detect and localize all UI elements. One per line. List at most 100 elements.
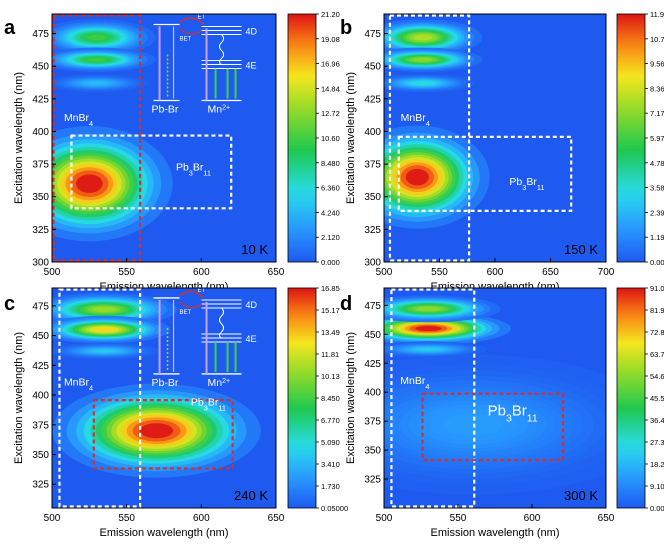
panel-c-colorbar-label-2: 3.410 xyxy=(321,460,340,469)
panel-d-colorbar-label-6: 54.60 xyxy=(650,372,664,381)
panel-b-peak-2 xyxy=(384,47,483,72)
panel-c-colorbar-label-4: 6.770 xyxy=(321,416,340,425)
panel-c-colorbar-label-6: 10.13 xyxy=(321,372,340,381)
panel-a-inset-bet-label: BET xyxy=(180,37,192,43)
panel-a-dashed-box-0 xyxy=(52,14,142,262)
panel-a-y-tick-label-5: 425 xyxy=(32,94,49,105)
panel-b-y-tick-label-1: 325 xyxy=(364,225,381,236)
panel-c-colorbar-label-8: 13.49 xyxy=(321,328,340,337)
panel-c-colorbar: 0.05000 1.730 3.410 5.090 6.770 8.450 10.13 11.… xyxy=(287,284,348,513)
panel-c-temperature-label: 240 K xyxy=(234,488,268,503)
panel-a-colorbar-label-3: 6.360 xyxy=(321,184,340,193)
panel-a-region-label-0: MnBr4 xyxy=(64,112,93,128)
panel-a-x-tick-label-1: 550 xyxy=(118,267,135,278)
panel-b-y-tick-label-0: 300 xyxy=(364,258,381,269)
panel-b-y-tick-label-4: 400 xyxy=(364,127,381,138)
panel-b-x-tick-label-1: 550 xyxy=(431,267,448,278)
panel-d-temperature-label: 300 K xyxy=(564,488,598,503)
panel-a-colorbar-label-7: 14.84 xyxy=(321,84,340,93)
panel-a-colorbar: 0.000 2.120 4.240 6.360 8.480 10.60 12.72 14.84… xyxy=(287,10,340,267)
panel-c-x-tick-label-3: 650 xyxy=(268,513,285,524)
panel-a: MnBr4 Pb3Br11 Pb-Br 4D 4E Mn2+ ET BET 10 K 500 550… xyxy=(4,10,340,293)
panel-a-energy-diagram: Pb-Br 4D 4E Mn2+ ET BET xyxy=(152,15,258,116)
panel-b-heatmap: MnBr4 Pb3Br11 xyxy=(384,14,606,262)
panel-d-x-tick-label-0: 500 xyxy=(376,513,393,524)
panel-a-axes-frame xyxy=(51,13,277,263)
panel-d-y-tick-label-0: 325 xyxy=(364,475,381,486)
panel-b-colorbar-label-6: 7.170 xyxy=(650,109,664,118)
panel-a-y-tick-label-6: 450 xyxy=(32,62,49,73)
panel-a-peak-3 xyxy=(52,74,149,93)
panel-d-y-tick-label-1: 350 xyxy=(364,446,381,457)
panel-c-y-tick-label-4: 425 xyxy=(32,361,49,372)
panel-c-colorbar-label-9: 15.17 xyxy=(321,306,340,315)
panel-b-colorbar-label-7: 8.365 xyxy=(650,84,664,93)
panel-a-dashed-box-1 xyxy=(70,134,233,210)
panel-d: MnBr4 Pb3Br11 300 K 500 550 600 650 325 350 375 40… xyxy=(340,284,664,539)
panel-b-colorbar-bar xyxy=(616,13,646,263)
panel-d-y-tick-label-6: 475 xyxy=(364,301,381,312)
panel-a-peak-1 xyxy=(52,19,156,56)
panel-d-colorbar-label-8: 72.80 xyxy=(650,328,664,337)
panel-b-y-tick-label-5: 425 xyxy=(364,94,381,105)
panel-d-x-axis-label: Emission wavelength (nm) xyxy=(431,527,560,539)
panel-c-inset-mn-label: Mn2+ xyxy=(208,377,231,389)
panel-b-colorbar-label-3: 3.585 xyxy=(650,184,664,193)
panel-c-colorbar-label-0: 0.05000 xyxy=(321,504,348,513)
panel-d-letter: d xyxy=(340,293,352,315)
panel-a-x-tick-label-2: 600 xyxy=(193,267,210,278)
panel-c-letter: c xyxy=(4,293,15,315)
panel-d-region-label-0: MnBr4 xyxy=(400,375,429,391)
panel-b: MnBr4 Pb3Br11 150 K 500 550 600 650 700 300 325 35… xyxy=(340,10,664,293)
panel-d-y-tick-label-3: 400 xyxy=(364,388,381,399)
panel-c-y-tick-label-2: 375 xyxy=(32,420,49,431)
panel-d-colorbar-label-9: 81.90 xyxy=(650,306,664,315)
panel-a-colorbar-label-9: 19.08 xyxy=(321,35,340,44)
panel-a-y-tick-label-1: 325 xyxy=(32,225,49,236)
panel-d-colorbar-label-10: 91.00 xyxy=(650,284,664,293)
panel-b-letter: b xyxy=(340,17,352,39)
panel-b-colorbar: 0.000 1.195 2.390 3.585 4.780 5.975 7.170 8.365… xyxy=(616,10,664,267)
panel-c-y-tick-label-6: 475 xyxy=(32,301,49,312)
panel-b-peak-1 xyxy=(384,19,483,56)
panel-a-x-tick-label-3: 650 xyxy=(268,267,285,278)
panel-a-inset-mn-label: Mn2+ xyxy=(208,104,231,116)
panel-c-colorbar-label-5: 8.450 xyxy=(321,394,340,403)
panel-b-region-label-0: MnBr4 xyxy=(401,112,430,128)
panel-a-peak-2 xyxy=(52,47,156,72)
panel-c: MnBr4 Pb3Br11 Pb-Br 4D 4E Mn2+ ET BET 240 K 500 55… xyxy=(4,284,348,539)
panel-a-colorbar-label-4: 8.480 xyxy=(321,159,340,168)
panel-c-peak-3 xyxy=(52,342,160,360)
panel-c-axes-frame xyxy=(51,287,277,509)
panel-b-temperature-label: 150 K xyxy=(564,242,598,257)
panel-d-peak-0 xyxy=(384,312,512,345)
panel-b-colorbar-label-5: 5.975 xyxy=(650,134,664,143)
panel-a-peak-0 xyxy=(52,125,173,242)
panel-c-x-tick-label-1: 550 xyxy=(118,513,135,524)
panel-a-colorbar-label-8: 16.96 xyxy=(321,60,340,69)
panel-c-peak-2 xyxy=(52,315,171,344)
panel-c-energy-diagram: Pb-Br 4D 4E Mn2+ ET BET xyxy=(152,288,258,389)
panel-b-x-tick-label-3: 650 xyxy=(542,267,559,278)
panel-a-y-tick-label-7: 475 xyxy=(32,29,49,40)
panel-a-colorbar-label-10: 21.20 xyxy=(321,10,340,19)
panel-b-x-tick-label-0: 500 xyxy=(376,267,393,278)
panel-c-colorbar-label-1: 1.730 xyxy=(321,482,340,491)
panel-b-colorbar-label-2: 2.390 xyxy=(650,208,664,217)
panel-c-heatmap: MnBr4 Pb3Br11 Pb-Br 4D 4E Mn2+ ET BET xyxy=(52,288,276,508)
panel-b-dashed-box-0 xyxy=(388,14,471,262)
panel-b-colorbar-label-9: 10.75 xyxy=(650,35,664,44)
panel-a-letter: a xyxy=(4,17,16,39)
panel-a-colorbar-label-5: 10.60 xyxy=(321,134,340,143)
panel-a-y-tick-label-2: 350 xyxy=(32,192,49,203)
panel-c-x-tick-label-0: 500 xyxy=(44,513,61,524)
panel-c-inset-bet-label: BET xyxy=(180,310,192,316)
panel-b-y-tick-label-2: 350 xyxy=(364,192,381,203)
panel-d-colorbar-label-7: 63.70 xyxy=(650,350,664,359)
panel-d-colorbar-label-1: 9.100 xyxy=(650,482,664,491)
panel-b-colorbar-label-10: 11.95 xyxy=(650,10,664,19)
panel-a-colorbar-label-1: 2.120 xyxy=(321,233,340,242)
panel-c-inset-pb-label: Pb-Br xyxy=(152,377,179,389)
panel-b-y-tick-label-3: 375 xyxy=(364,160,381,171)
panel-b-region-label-1: Pb3Br11 xyxy=(509,176,544,192)
